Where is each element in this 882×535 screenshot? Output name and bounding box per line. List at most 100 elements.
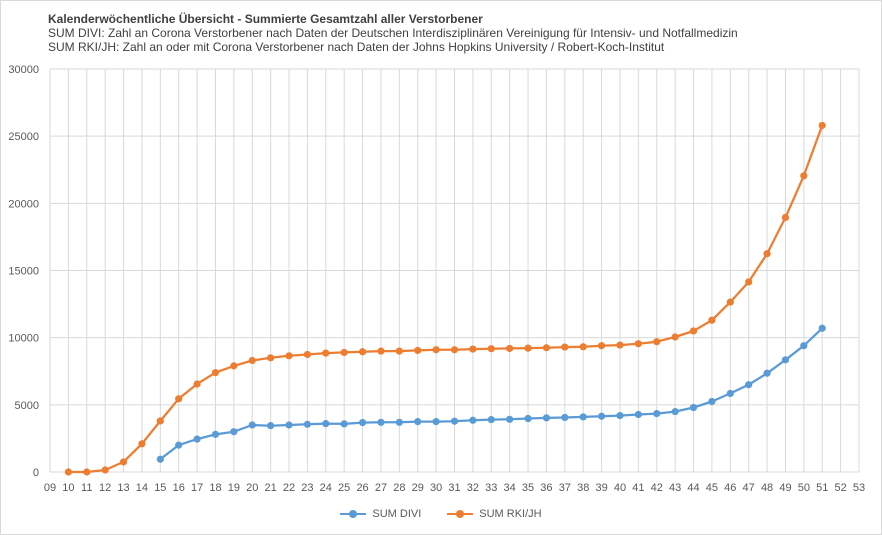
- data-point-rki[interactable]: [101, 466, 109, 474]
- x-tick-label: 20: [246, 482, 258, 494]
- data-point-rki[interactable]: [267, 354, 275, 362]
- data-point-rki[interactable]: [763, 250, 771, 258]
- data-point-divi[interactable]: [175, 441, 183, 449]
- data-point-divi[interactable]: [156, 455, 164, 463]
- data-point-rki[interactable]: [487, 345, 495, 353]
- data-point-rki[interactable]: [616, 341, 624, 349]
- data-point-divi[interactable]: [230, 428, 238, 436]
- x-tick-label: 49: [779, 482, 791, 494]
- x-tick-label: 16: [173, 482, 185, 494]
- data-point-rki[interactable]: [83, 468, 91, 476]
- data-point-divi[interactable]: [506, 415, 514, 423]
- data-point-divi[interactable]: [726, 389, 734, 398]
- data-point-rki[interactable]: [211, 368, 220, 377]
- x-tick-label: 48: [761, 482, 773, 494]
- y-axis-ticks: 0 5000 10000 15000 20000 25000 30000: [8, 64, 39, 479]
- data-point-divi[interactable]: [340, 420, 348, 428]
- data-point-divi[interactable]: [708, 397, 716, 406]
- data-point-divi[interactable]: [377, 418, 385, 426]
- data-point-divi[interactable]: [597, 412, 606, 420]
- data-point-rki[interactable]: [579, 343, 587, 351]
- data-point-rki[interactable]: [561, 343, 569, 351]
- data-point-divi[interactable]: [561, 413, 569, 422]
- data-point-divi[interactable]: [193, 435, 201, 443]
- x-tick-label: 30: [430, 482, 442, 494]
- data-point-divi[interactable]: [322, 420, 330, 428]
- data-point-divi[interactable]: [616, 411, 624, 420]
- data-point-rki[interactable]: [450, 346, 459, 354]
- data-point-rki[interactable]: [377, 347, 385, 355]
- data-point-divi[interactable]: [671, 407, 679, 416]
- data-point-rki[interactable]: [506, 344, 514, 353]
- data-point-rki[interactable]: [175, 395, 183, 403]
- data-point-rki[interactable]: [671, 333, 679, 341]
- x-tick-label: 37: [559, 482, 571, 494]
- data-point-rki[interactable]: [193, 380, 201, 388]
- data-point-rki[interactable]: [230, 362, 238, 370]
- data-point-rki[interactable]: [597, 342, 606, 350]
- data-point-rki[interactable]: [524, 344, 532, 352]
- data-point-rki[interactable]: [745, 278, 753, 286]
- data-point-divi[interactable]: [358, 418, 367, 427]
- data-point-rki[interactable]: [634, 340, 642, 348]
- data-point-divi[interactable]: [579, 413, 587, 421]
- data-point-divi[interactable]: [745, 381, 753, 389]
- data-point-divi[interactable]: [469, 416, 477, 424]
- data-point-divi[interactable]: [450, 417, 459, 425]
- data-point-rki[interactable]: [340, 348, 348, 357]
- data-point-rki[interactable]: [542, 344, 551, 352]
- data-point-rki[interactable]: [138, 440, 146, 448]
- data-point-divi[interactable]: [432, 418, 440, 426]
- legend-item-rki[interactable]: SUM RKI/JH: [447, 508, 542, 520]
- data-point-divi[interactable]: [524, 414, 532, 423]
- x-tick-label: 32: [467, 482, 479, 494]
- data-point-rki[interactable]: [119, 458, 128, 466]
- y-tick-label: 0: [33, 467, 39, 479]
- data-point-divi[interactable]: [487, 416, 495, 424]
- data-point-divi[interactable]: [818, 324, 826, 332]
- x-tick-label: 25: [338, 482, 350, 494]
- data-point-divi[interactable]: [267, 422, 275, 430]
- data-point-rki[interactable]: [818, 121, 826, 130]
- x-tick-label: 52: [834, 482, 846, 494]
- data-point-rki[interactable]: [414, 346, 422, 355]
- y-tick-label: 5000: [15, 400, 39, 412]
- data-point-divi[interactable]: [634, 410, 642, 419]
- x-tick-label: 44: [687, 482, 699, 494]
- x-tick-label: 34: [504, 482, 516, 494]
- data-point-rki[interactable]: [322, 349, 330, 357]
- data-point-divi[interactable]: [303, 420, 312, 428]
- data-point-rki[interactable]: [689, 327, 698, 335]
- data-point-rki[interactable]: [156, 417, 164, 425]
- data-point-rki[interactable]: [781, 213, 790, 222]
- legend-label-rki: SUM RKI/JH: [479, 508, 542, 520]
- data-point-rki[interactable]: [800, 172, 808, 180]
- data-point-rki[interactable]: [248, 356, 256, 365]
- data-point-divi[interactable]: [542, 414, 551, 422]
- data-point-rki[interactable]: [653, 338, 661, 346]
- data-point-rki[interactable]: [469, 345, 477, 353]
- data-point-divi[interactable]: [395, 418, 403, 426]
- data-point-divi[interactable]: [689, 403, 698, 412]
- data-point-divi[interactable]: [653, 409, 661, 418]
- data-point-divi[interactable]: [800, 342, 808, 350]
- data-point-rki[interactable]: [64, 468, 72, 476]
- legend-item-divi[interactable]: SUM DIVI: [340, 508, 421, 520]
- data-point-rki[interactable]: [358, 348, 367, 356]
- data-point-rki[interactable]: [432, 346, 440, 354]
- data-point-rki[interactable]: [726, 298, 734, 306]
- y-tick-label: 15000: [8, 266, 39, 278]
- x-tick-label: 46: [724, 482, 736, 494]
- data-point-divi[interactable]: [211, 430, 220, 438]
- legend-marker-rki: [447, 509, 474, 519]
- data-point-rki[interactable]: [285, 352, 293, 360]
- data-point-divi[interactable]: [414, 418, 422, 426]
- data-point-rki[interactable]: [708, 316, 716, 324]
- data-point-divi[interactable]: [285, 421, 293, 429]
- data-point-rki[interactable]: [395, 347, 403, 355]
- data-point-rki[interactable]: [303, 350, 312, 359]
- data-point-divi[interactable]: [248, 421, 256, 429]
- data-point-divi[interactable]: [763, 369, 771, 377]
- x-tick-label: 29: [412, 482, 424, 494]
- data-point-divi[interactable]: [781, 356, 790, 364]
